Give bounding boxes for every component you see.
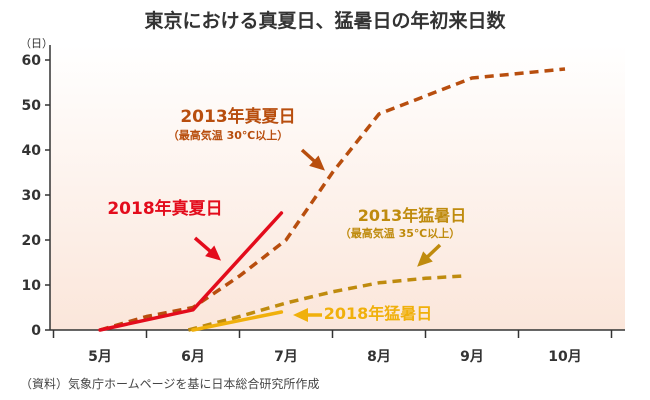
y-axis-unit: （日）	[20, 37, 53, 50]
annotation-arrows	[193, 148, 442, 322]
chart-title: 東京における真夏日、猛暑日の年初来日数	[144, 9, 506, 32]
y-tick-label: 20	[22, 233, 42, 249]
series-group	[98, 67, 566, 332]
x-tick-label: 10月	[548, 349, 581, 365]
y-axis: 0 10 20 30 40 50 60	[22, 45, 51, 339]
y-tick-label: 10	[22, 278, 42, 294]
y-tick-label: 40	[22, 143, 42, 159]
series-line	[187, 274, 463, 332]
series-line	[99, 67, 566, 332]
series-line	[191, 310, 284, 332]
y-tick-label: 50	[22, 98, 42, 114]
series-note: （最高気温 35℃以上）	[340, 226, 460, 240]
x-tick-label: 5月	[88, 349, 112, 365]
series-label: 2018年猛暑日	[324, 304, 433, 323]
x-tick-label: 7月	[274, 349, 298, 365]
y-tick-label: 60	[22, 53, 42, 69]
source-note: （資料）気象庁ホームページを基に日本総合研究所作成	[20, 376, 319, 391]
annotation-arrow-head	[293, 308, 308, 322]
x-tick-label: 8月	[367, 349, 391, 365]
series-line	[98, 211, 284, 332]
x-tick-label: 9月	[460, 349, 484, 365]
series-note: （最高気温 30℃以上）	[168, 128, 288, 142]
plot-background	[50, 45, 625, 330]
series-labels: 2013年真夏日（最高気温 30℃以上） 2013年猛暑日（最高気温 35℃以上）…	[107, 106, 466, 323]
series-label: 2018年真夏日	[107, 198, 222, 219]
y-tick-label: 0	[31, 323, 41, 339]
annotation-arrow-head	[205, 245, 222, 261]
y-tick-label: 30	[22, 188, 42, 204]
x-axis: 5月 6月 7月 8月 9月 10月	[50, 329, 625, 365]
x-tick-label: 6月	[181, 349, 205, 365]
annotation-arrow-head	[417, 251, 433, 267]
series-label: 2013年真夏日	[180, 106, 295, 127]
series-label: 2013年猛暑日	[358, 206, 467, 225]
annotation-arrow-head	[309, 155, 325, 171]
